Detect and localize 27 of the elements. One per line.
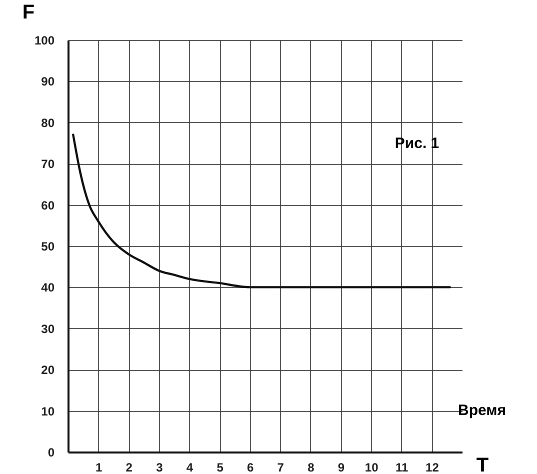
x-tick-label: 10 [364,460,379,474]
y-tick-label: 100 [34,34,55,48]
y-tick-label: 10 [41,404,55,418]
x-tick-label: 7 [277,460,284,474]
y-tick-label: 60 [41,198,55,212]
y-axis-title: F [22,2,35,24]
y-tick-label: 90 [41,74,55,89]
x-tick-label: 8 [308,460,315,474]
y-tick-label: 70 [41,157,55,172]
x-tick-label: 4 [186,460,194,474]
x-tick-label: 11 [396,460,409,474]
x-axis-title: T [476,454,489,474]
y-tick-label: 40 [41,280,55,295]
y-tick-label: 50 [41,240,55,254]
x-tick-label: 9 [338,460,345,474]
annotation: Время [458,402,506,419]
y-tick-label: 0 [48,446,55,460]
y-tick-label: 30 [41,322,55,336]
x-tick-label: 6 [247,460,254,474]
x-tick-label: 2 [126,460,133,474]
x-tick-label: 1 [95,460,102,474]
x-tick-label: 3 [156,460,164,474]
y-tick-label: 80 [41,116,55,130]
y-tick-label: 20 [41,363,55,378]
x-tick-label: 12 [426,460,440,474]
x-tick-label: 5 [216,460,224,474]
line-series [72,134,451,288]
